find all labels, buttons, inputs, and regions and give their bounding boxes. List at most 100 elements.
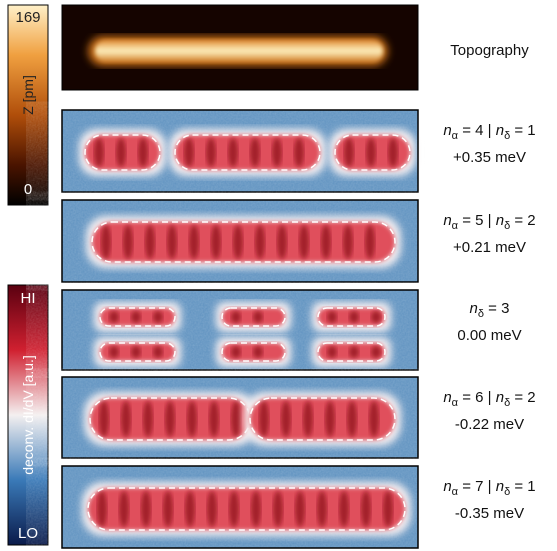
subscript: α — [452, 130, 458, 142]
energy: +0.35 meV — [422, 147, 557, 168]
quantum-number: = 2 — [514, 212, 535, 229]
map-stripe — [361, 491, 371, 527]
map-stripe — [327, 311, 337, 323]
map-lobe — [88, 488, 405, 530]
separator: | — [488, 478, 492, 495]
map-stripe — [349, 311, 359, 323]
map-stripe — [321, 225, 331, 259]
panel-title: Topography — [422, 40, 557, 61]
subscript: δ — [504, 486, 510, 498]
state-line: nα = 4 | nδ = 1 — [422, 120, 557, 147]
symbol: n — [443, 212, 451, 229]
map-stripe — [138, 138, 148, 167]
symbol: n — [496, 122, 504, 139]
map-stripe — [187, 401, 197, 437]
panel-label: Topography — [422, 40, 557, 61]
map-stripe — [325, 401, 335, 437]
subscript: δ — [504, 397, 510, 409]
state-line: nα = 5 | nδ = 2 — [422, 210, 557, 237]
symbol: n — [443, 389, 451, 406]
panel-label: nα = 7 | nδ = 1-0.35 meV — [422, 476, 557, 524]
subscript: α — [452, 486, 458, 498]
map-stripe — [233, 225, 243, 259]
map-stripe — [131, 346, 141, 358]
energy: -0.22 meV — [422, 414, 557, 435]
energy: +0.21 meV — [422, 237, 557, 258]
map-stripe — [209, 401, 219, 437]
map-stripe — [143, 401, 153, 437]
map-stripe — [97, 491, 107, 527]
map-stripe — [189, 225, 199, 259]
map-stripe — [123, 225, 133, 259]
map-stripe — [369, 401, 379, 437]
didv-maps — [62, 110, 418, 548]
map-stripe — [371, 311, 381, 323]
map-stripe — [317, 491, 327, 527]
quantum-number: = 7 — [462, 478, 483, 495]
map-stripe — [349, 346, 359, 358]
map-stripe — [121, 401, 131, 437]
map-stripe — [295, 491, 305, 527]
map-stripe — [281, 401, 291, 437]
map-stripe — [165, 401, 175, 437]
panel-label: nδ = 30.00 meV — [422, 298, 557, 346]
map-stripe — [153, 311, 163, 323]
symbol: n — [496, 389, 504, 406]
figure: 1690Z [pm]HILOdeconv. dI/dV [a.u.] Topog… — [0, 0, 557, 551]
map-stripe — [250, 138, 260, 167]
map-stripe — [109, 311, 119, 323]
colorbar-max: 169 — [15, 9, 40, 26]
state-line: nα = 7 | nδ = 1 — [422, 476, 557, 503]
separator: | — [488, 212, 492, 229]
map-stripe — [299, 225, 309, 259]
map-stripe — [163, 491, 173, 527]
map-stripe — [211, 225, 221, 259]
map-stripe — [344, 138, 354, 167]
quantum-number: = 1 — [514, 122, 535, 139]
symbol: n — [496, 478, 504, 495]
topography-bar — [95, 40, 383, 62]
energy: 0.00 meV — [422, 325, 557, 346]
map-stripe — [259, 401, 269, 437]
separator: | — [488, 389, 492, 406]
panel-label: nα = 6 | nδ = 2-0.22 meV — [422, 387, 557, 435]
map-stripe — [153, 346, 163, 358]
state-line: nδ = 3 — [422, 298, 557, 325]
symbol: n — [443, 122, 451, 139]
map-stripe — [185, 491, 195, 527]
map-stripe — [228, 138, 238, 167]
symbol: n — [470, 300, 478, 317]
colorbar-min: 0 — [24, 181, 32, 198]
map-stripe — [294, 138, 304, 167]
quantum-number: = 5 — [462, 212, 483, 229]
map-stripe — [366, 138, 376, 167]
panel-label: nα = 4 | nδ = 1+0.35 meV — [422, 120, 557, 168]
quantum-number: = 6 — [462, 389, 483, 406]
map-stripe — [184, 138, 194, 167]
quantum-number: = 4 — [462, 122, 483, 139]
colorbar-label: deconv. dI/dV [a.u.] — [20, 355, 36, 475]
map-stripe — [167, 225, 177, 259]
subscript: δ — [504, 130, 510, 142]
map-stripe — [273, 491, 283, 527]
subscript: α — [452, 220, 458, 232]
map-stripe — [371, 346, 381, 358]
quantum-number: = 3 — [488, 300, 509, 317]
map-stripe — [277, 225, 287, 259]
quantum-number: = 1 — [514, 478, 535, 495]
symbol: n — [496, 212, 504, 229]
symbol: n — [443, 478, 451, 495]
colorbar-low: LO — [18, 525, 38, 542]
state-line: nα = 6 | nδ = 2 — [422, 387, 557, 414]
map-stripe — [101, 225, 111, 259]
map-stripe — [99, 401, 109, 437]
map-stripe — [272, 138, 282, 167]
separator: | — [488, 122, 492, 139]
map-stripe — [327, 346, 337, 358]
map-stripe — [131, 311, 141, 323]
figure-graphics: 1690Z [pm]HILOdeconv. dI/dV [a.u.] — [0, 0, 557, 551]
map-stripe — [253, 311, 263, 323]
map-stripe — [303, 401, 313, 437]
map-stripe — [116, 138, 126, 167]
map-stripe — [231, 346, 241, 358]
